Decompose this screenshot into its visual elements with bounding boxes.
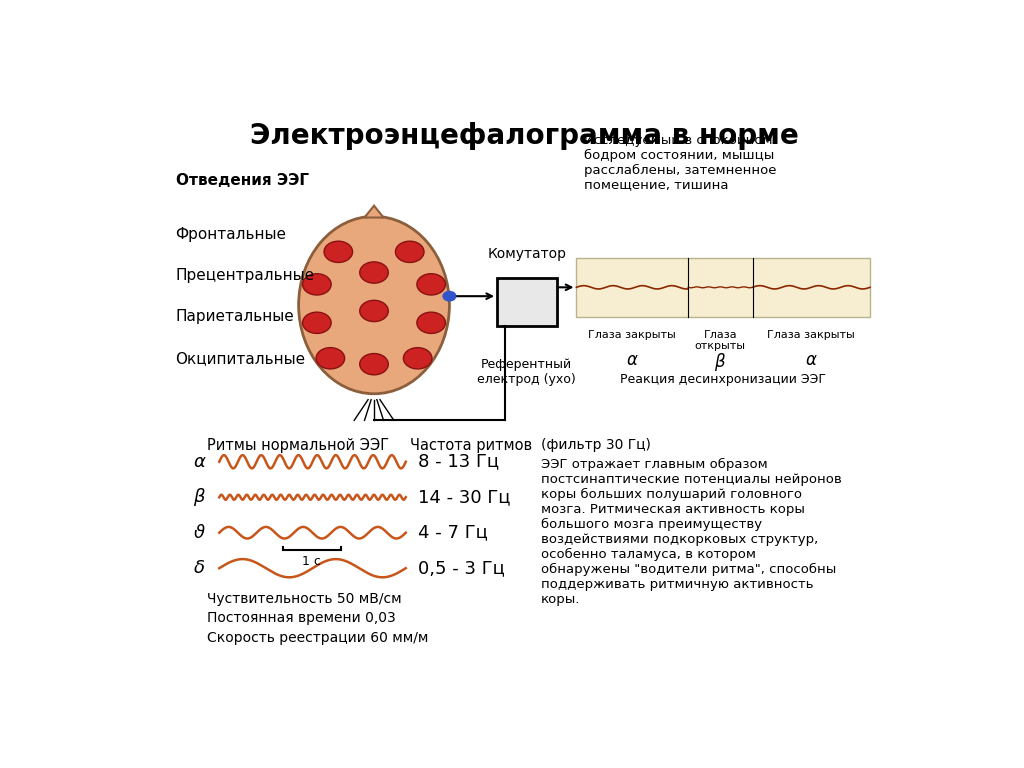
Text: Референтный
електрод (ухо): Референтный електрод (ухо)	[477, 359, 577, 386]
Text: Комутатор: Комутатор	[487, 247, 566, 260]
Text: Постоянная времени 0,03: Постоянная времени 0,03	[207, 611, 396, 625]
Text: Скорость реестрации 60 мм/м: Скорость реестрации 60 мм/м	[207, 631, 429, 645]
Text: (фильтр 30 Гц): (фильтр 30 Гц)	[541, 438, 650, 452]
Text: Частота ритмов: Частота ритмов	[410, 438, 531, 453]
Text: $\beta$: $\beta$	[714, 351, 726, 373]
Text: $β$: $β$	[193, 486, 206, 508]
Ellipse shape	[299, 217, 450, 394]
Text: Окципитальные: Окципитальные	[176, 351, 306, 366]
Text: Электроэнцефалограмма в норме: Электроэнцефалограмма в норме	[251, 121, 799, 150]
Circle shape	[303, 312, 331, 333]
Circle shape	[443, 291, 456, 301]
FancyBboxPatch shape	[497, 279, 557, 326]
Text: Глаза
открыты: Глаза открыты	[694, 330, 745, 352]
Text: $δ$: $δ$	[194, 559, 206, 578]
Text: Реакция десинхронизации ЭЭГ: Реакция десинхронизации ЭЭГ	[621, 373, 826, 386]
Text: $ϑ$: $ϑ$	[194, 524, 206, 541]
Circle shape	[417, 273, 445, 295]
Text: Ритмы нормальной ЭЭГ: Ритмы нормальной ЭЭГ	[207, 438, 389, 453]
Polygon shape	[365, 206, 384, 217]
Text: 1 с: 1 с	[302, 555, 322, 568]
Circle shape	[395, 241, 424, 263]
Text: Париетальные: Париетальные	[176, 310, 294, 324]
Text: $\alpha$: $\alpha$	[626, 351, 639, 369]
Text: 14 - 30 Гц: 14 - 30 Гц	[418, 488, 510, 506]
Circle shape	[359, 300, 388, 322]
Text: 8 - 13 Гц: 8 - 13 Гц	[418, 453, 499, 471]
Text: $α$: $α$	[193, 453, 206, 471]
Circle shape	[403, 348, 432, 369]
Circle shape	[359, 262, 388, 283]
Circle shape	[359, 353, 388, 375]
Circle shape	[303, 273, 331, 295]
FancyBboxPatch shape	[577, 258, 870, 317]
Text: ЭЭГ отражает главным образом
постсинаптические потенциалы нейронов
коры больших : ЭЭГ отражает главным образом постсинапти…	[541, 458, 842, 606]
Text: 0,5 - 3 Гц: 0,5 - 3 Гц	[418, 559, 505, 578]
Text: Отведения ЭЭГ: Отведения ЭЭГ	[176, 174, 308, 188]
Circle shape	[417, 312, 445, 333]
Circle shape	[324, 241, 352, 263]
Text: Исследуемый в спокойном
бодром состоянии, мышцы
расслаблены, затемненное
помещен: Исследуемый в спокойном бодром состоянии…	[585, 134, 777, 192]
Text: Фронтальные: Фронтальные	[176, 227, 287, 242]
Circle shape	[316, 348, 345, 369]
Text: Чуствительность 50 мВ/см: Чуствительность 50 мВ/см	[207, 592, 402, 606]
Text: Прецентральные: Прецентральные	[176, 268, 314, 283]
Text: $\alpha$: $\alpha$	[805, 351, 817, 369]
Text: Глаза закрыты: Глаза закрыты	[589, 330, 676, 340]
Text: 4 - 7 Гц: 4 - 7 Гц	[418, 524, 487, 541]
Text: Глаза закрыты: Глаза закрыты	[767, 330, 855, 340]
